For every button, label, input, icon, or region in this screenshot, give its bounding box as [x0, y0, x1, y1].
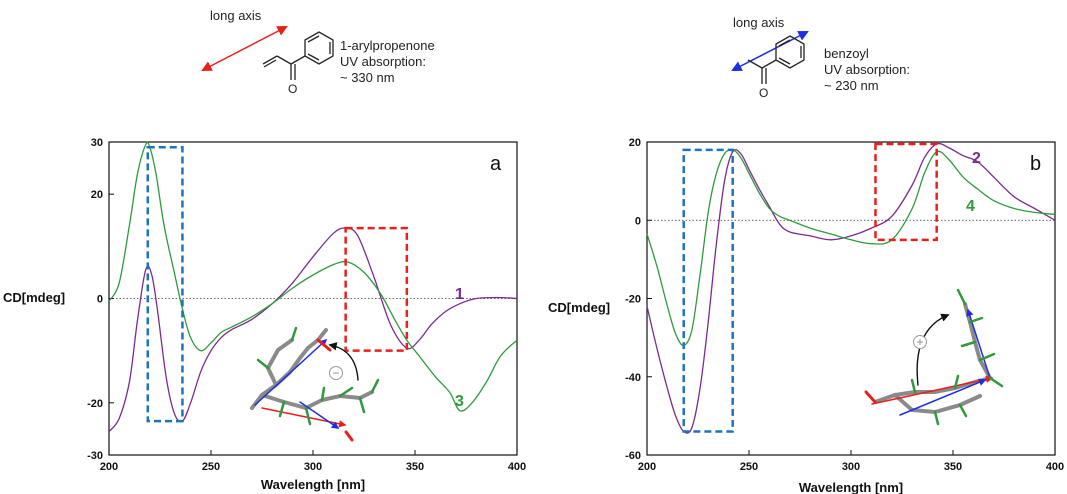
curve-label-1: 1	[455, 286, 464, 303]
sign-symbol-a: −	[332, 366, 339, 380]
chart-panel-b: 200 250 300 350 400 -60 -40 -20 0 20 b Wavelength…	[548, 137, 1064, 494]
scheme-left-absorption-value: ~ 330 nm	[340, 70, 395, 85]
curves-b	[646, 142, 1056, 434]
scheme-right-absorption-label: UV absorption:	[824, 62, 910, 77]
propenone-structure	[262, 31, 334, 80]
oxygen-label-left: O	[288, 82, 297, 96]
y-tick-label-b: 0	[635, 215, 641, 227]
curve-label-4: 4	[966, 198, 975, 215]
highlight-box-a-1	[344, 226, 409, 352]
ticks-b: 200 250 300 350 400 -60 -40 -20 0 20	[625, 137, 1064, 473]
scheme-right: long axis O benzoyl UV absorption: ~ 230…	[731, 15, 910, 100]
y-tick-label-b: 20	[629, 137, 641, 149]
boxes-a	[146, 145, 409, 423]
chart-panel-a: 200 250 300 350 400 -30 -20 0 20 30 a Wavelength …	[3, 137, 526, 492]
scheme-left: long axis O 1-arylpropenone UV absorptio…	[201, 8, 435, 96]
scheme-left-axis-label: long axis	[210, 8, 262, 23]
y-axis-title-a: CD[mdeg]	[3, 290, 65, 305]
conformer-model-a: −	[250, 326, 380, 442]
boxes-b	[682, 142, 938, 433]
scheme-left-absorption-label: UV absorption:	[340, 54, 426, 69]
sign-symbol-b: +	[916, 335, 923, 349]
x-tick-label-a: 350	[406, 461, 424, 473]
x-tick-label-b: 200	[638, 461, 656, 473]
x-tick-label-b: 250	[740, 461, 758, 473]
x-tick-label-a: 400	[508, 461, 526, 473]
ticks-a: 200 250 300 350 400 -30 -20 0 20 30	[87, 137, 526, 473]
scheme-right-absorption-value: ~ 230 nm	[824, 78, 879, 93]
panel-letter-b: b	[1030, 153, 1041, 175]
long-axis-arrow-red	[201, 26, 288, 71]
y-tick-label-a: 20	[91, 189, 103, 201]
y-tick-label-a: -20	[87, 398, 103, 410]
curve-label-3: 3	[455, 393, 464, 410]
highlight-box-b-0	[682, 148, 734, 433]
x-tick-label-b: 350	[944, 461, 962, 473]
series-line-4	[646, 148, 1056, 347]
highlight-box-a-0	[146, 145, 184, 423]
scheme-right-name: benzoyl	[824, 46, 869, 61]
x-tick-label-b: 400	[1046, 461, 1064, 473]
benzoyl-structure	[747, 35, 805, 84]
series-line-3	[108, 141, 518, 412]
y-tick-label-a: 30	[91, 137, 103, 149]
x-axis-title-a: Wavelength [nm]	[261, 477, 365, 492]
y-tick-label-b: -60	[625, 450, 641, 462]
series-line-2	[646, 142, 1056, 434]
oxygen-label-right: O	[759, 86, 768, 100]
scheme-right-axis-label: long axis	[733, 15, 785, 30]
plot-frame-b	[646, 141, 1056, 456]
y-tick-label-a: -30	[87, 450, 103, 462]
panel-letter-a: a	[490, 153, 502, 175]
x-axis-title-b: Wavelength [nm]	[799, 480, 903, 494]
y-tick-label-b: -40	[625, 372, 641, 384]
y-tick-label-b: -20	[625, 294, 641, 306]
curves-a	[108, 141, 518, 432]
y-tick-label-a: 0	[97, 294, 103, 306]
conformer-model-b: +	[864, 288, 1004, 426]
x-tick-label-b: 300	[842, 461, 860, 473]
series-line-1	[108, 227, 518, 432]
highlight-box-b-1	[874, 142, 938, 242]
y-axis-title-b: CD[mdeg]	[548, 300, 610, 315]
x-tick-label-a: 300	[304, 461, 322, 473]
x-tick-label-a: 200	[100, 461, 118, 473]
x-tick-label-a: 250	[202, 461, 220, 473]
scheme-left-name: 1-arylpropenone	[340, 38, 435, 53]
curve-label-2: 2	[972, 150, 981, 167]
